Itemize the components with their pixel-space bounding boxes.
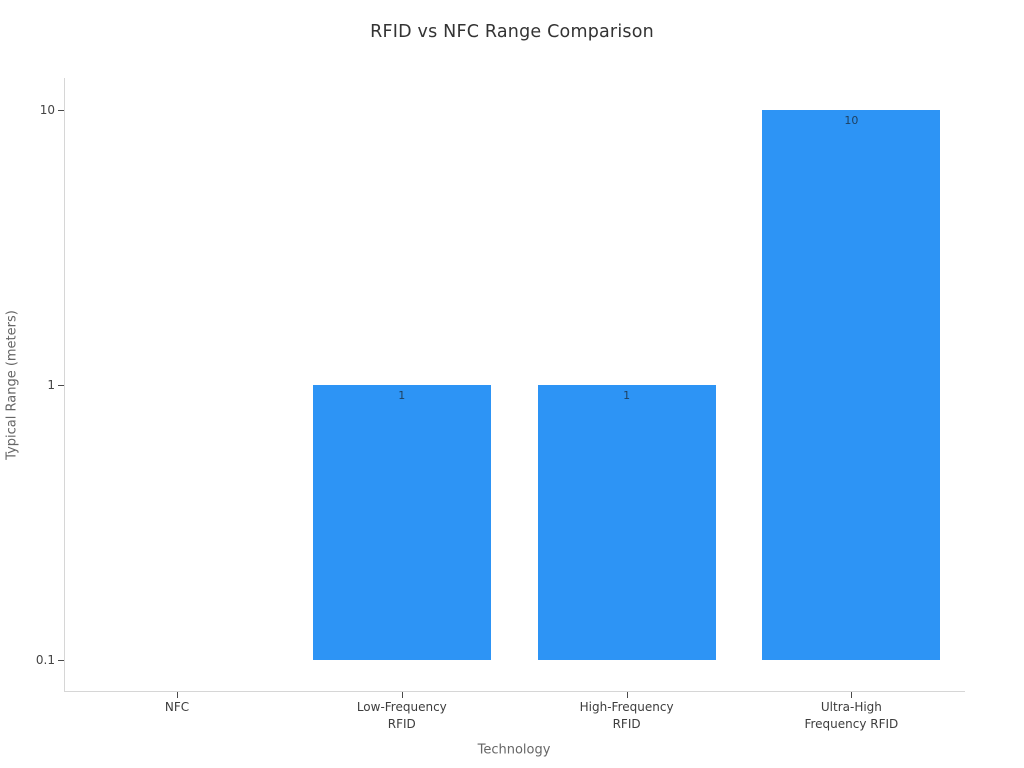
x-axis-title: Technology: [477, 742, 551, 758]
y-tick-label: 1: [47, 378, 55, 392]
x-tick-mark: [401, 692, 403, 698]
y-tick-mark: [58, 110, 64, 111]
bar: [312, 385, 491, 660]
chart-title: RFID vs NFC Range Comparison: [370, 22, 654, 42]
y-tick-mark: [58, 385, 64, 386]
y-tick-label: 10: [39, 103, 55, 117]
y-tick-mark: [58, 660, 64, 661]
y-tick-label: 0.1: [35, 653, 55, 667]
x-tick-label: Low-Frequency RFID: [356, 700, 447, 731]
bar: [762, 110, 941, 660]
x-tick-label: Ultra-High Frequency RFID: [804, 700, 899, 731]
bar: [537, 385, 716, 660]
x-tick-mark: [851, 692, 853, 698]
x-tick-label: NFC: [164, 700, 190, 714]
x-tick-label: High-Frequency RFID: [579, 700, 674, 731]
x-tick-mark: [626, 692, 628, 698]
x-tick-mark: [177, 692, 178, 698]
